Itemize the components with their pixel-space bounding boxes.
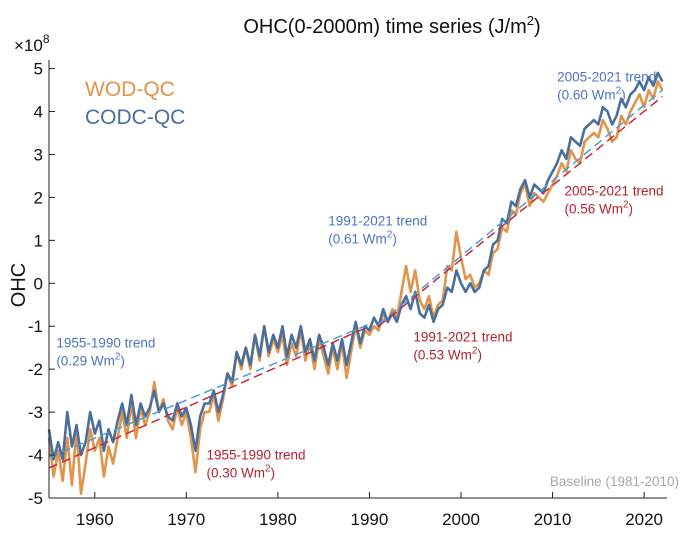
- trend-annotation-title: 2005-2021 trend: [557, 69, 656, 84]
- trend-annotation-6: 2005-2021 trend(0.56 Wm2): [564, 183, 663, 216]
- y-tick-label: 2: [34, 188, 43, 207]
- y-axis-label: OHC: [8, 263, 30, 307]
- y-scale-multiplier: ×108: [14, 32, 50, 55]
- y-tick-label: -4: [28, 446, 43, 465]
- trend-annotation-title: 2005-2021 trend: [564, 183, 663, 198]
- trend-annotation-5: 1991-2021 trend(0.53 Wm2): [413, 329, 512, 362]
- trend-line-1: [48, 323, 370, 458]
- baseline-note: Baseline (1981-2010): [550, 474, 679, 489]
- trend-annotation-title: 1991-2021 trend: [328, 213, 427, 228]
- trend-annotation-rate: (0.29 Wm2): [56, 352, 125, 369]
- y-tick-label: 5: [34, 60, 43, 79]
- series-line-codc-qc: [47, 71, 664, 461]
- y-tick-label: -3: [28, 403, 43, 422]
- chart-title: OHC(0-2000m) time series (J/m2): [243, 13, 540, 38]
- x-tick-label: 1990: [351, 510, 389, 529]
- trend-annotation-1: 1955-1990 trend(0.29 Wm2): [56, 336, 155, 369]
- legend: WOD-QC CODC-QC: [85, 78, 185, 129]
- trend-annotation-rate: (0.56 Wm2): [564, 199, 633, 216]
- trend-annotation-rate: (0.30 Wm2): [206, 463, 275, 480]
- y-tick-label: 4: [34, 103, 43, 122]
- y-tick-label: 3: [34, 145, 43, 164]
- trend-line-2: [48, 325, 370, 469]
- x-tick-label: 1980: [259, 510, 297, 529]
- legend-entry-codc-qc: CODC-QC: [85, 106, 185, 129]
- x-tick-label: 2000: [442, 510, 480, 529]
- y-tick-label: 1: [34, 231, 43, 250]
- x-tick-label: 2020: [625, 510, 663, 529]
- trend-annotation-2: 1991-2021 trend(0.61 Wm2): [328, 213, 427, 246]
- trend-annotation-4: 1955-1990 trend(0.30 Wm2): [206, 447, 305, 480]
- annotations-layer: 1955-1990 trend(0.29 Wm2)1991-2021 trend…: [56, 69, 663, 480]
- trend-annotation-title: 1955-1990 trend: [206, 447, 305, 462]
- trend-annotation-title: 1955-1990 trend: [56, 336, 155, 351]
- trend-annotation-3: 2005-2021 trend(0.60 Wm2): [557, 69, 656, 102]
- trend-line-3: [378, 89, 663, 325]
- trend-annotation-rate: (0.53 Wm2): [413, 345, 482, 362]
- x-tick-label: 1960: [76, 510, 114, 529]
- x-tick-label: 2010: [534, 510, 572, 529]
- trend-annotation-rate: (0.61 Wm2): [328, 229, 397, 246]
- y-tick-label: -1: [28, 317, 43, 336]
- trend-lines-layer: [48, 89, 663, 469]
- y-tick-label: -5: [28, 489, 43, 508]
- y-tick-label: 0: [34, 274, 43, 293]
- trend-annotation-rate: (0.60 Wm2): [557, 85, 626, 102]
- trend-annotation-title: 1991-2021 trend: [413, 329, 512, 344]
- legend-entry-wod-qc: WOD-QC: [85, 78, 175, 101]
- axes-layer: 1960 1970 1980 1990 2000 2010 2020 -5 -4 -3 -2 -1 0 1…: [28, 60, 667, 529]
- series-layer: [47, 71, 664, 495]
- y-tick-label: -2: [28, 360, 43, 379]
- trend-line-4: [378, 95, 663, 327]
- x-tick-label: 1970: [167, 510, 205, 529]
